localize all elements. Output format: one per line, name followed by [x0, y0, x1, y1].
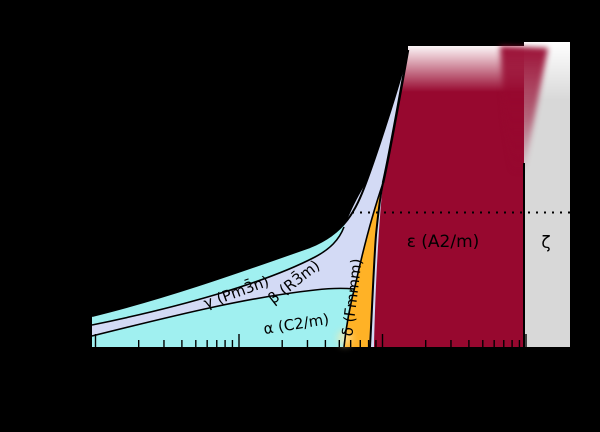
- alpha-delta-boundary: [343, 182, 384, 348]
- delta-epsilon-boundary: [369, 182, 384, 348]
- beta-epsilon-boundary: [381, 49, 410, 184]
- region-epsilon: [374, 46, 524, 347]
- beta-alpha-boundary: [91, 287, 355, 337]
- label-epsilon: ε (A2/m): [407, 232, 480, 252]
- region-alpha: [92, 288, 354, 347]
- region-beta: [92, 50, 408, 347]
- region-delta: [344, 183, 383, 347]
- region-zeta: [524, 42, 570, 347]
- gamma-beta-boundary: [91, 226, 345, 326]
- label-zeta: ζ: [541, 233, 550, 253]
- epsilon-zeta-fade-wedge: [500, 46, 548, 172]
- melting-line: [91, 49, 409, 317]
- x-axis-ticks: [94, 334, 527, 347]
